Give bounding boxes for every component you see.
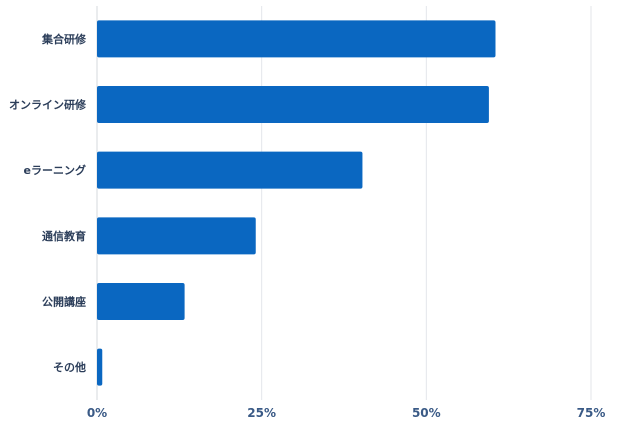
bar-0 bbox=[97, 20, 496, 58]
category-label: 集合研修 bbox=[41, 32, 87, 46]
x-tick-label: 0% bbox=[87, 406, 107, 420]
category-label: その他 bbox=[53, 360, 86, 374]
gridlines bbox=[96, 6, 592, 400]
x-tick-label: 75% bbox=[577, 406, 606, 420]
bar-5 bbox=[97, 348, 103, 386]
x-tick-label: 50% bbox=[412, 406, 441, 420]
category-label: 通信教育 bbox=[42, 229, 86, 243]
category-label: オンライン研修 bbox=[9, 98, 87, 112]
bar-4 bbox=[97, 283, 185, 320]
bar-2 bbox=[97, 151, 363, 189]
category-label: eラーニング bbox=[24, 163, 86, 177]
x-axis-ticks: 0% 25% 50% 75% bbox=[87, 406, 606, 420]
category-label: 公開講座 bbox=[42, 295, 86, 309]
x-tick-label: 25% bbox=[247, 406, 276, 420]
bar-1 bbox=[97, 86, 489, 123]
bar-3 bbox=[97, 217, 256, 255]
bars bbox=[97, 20, 496, 386]
